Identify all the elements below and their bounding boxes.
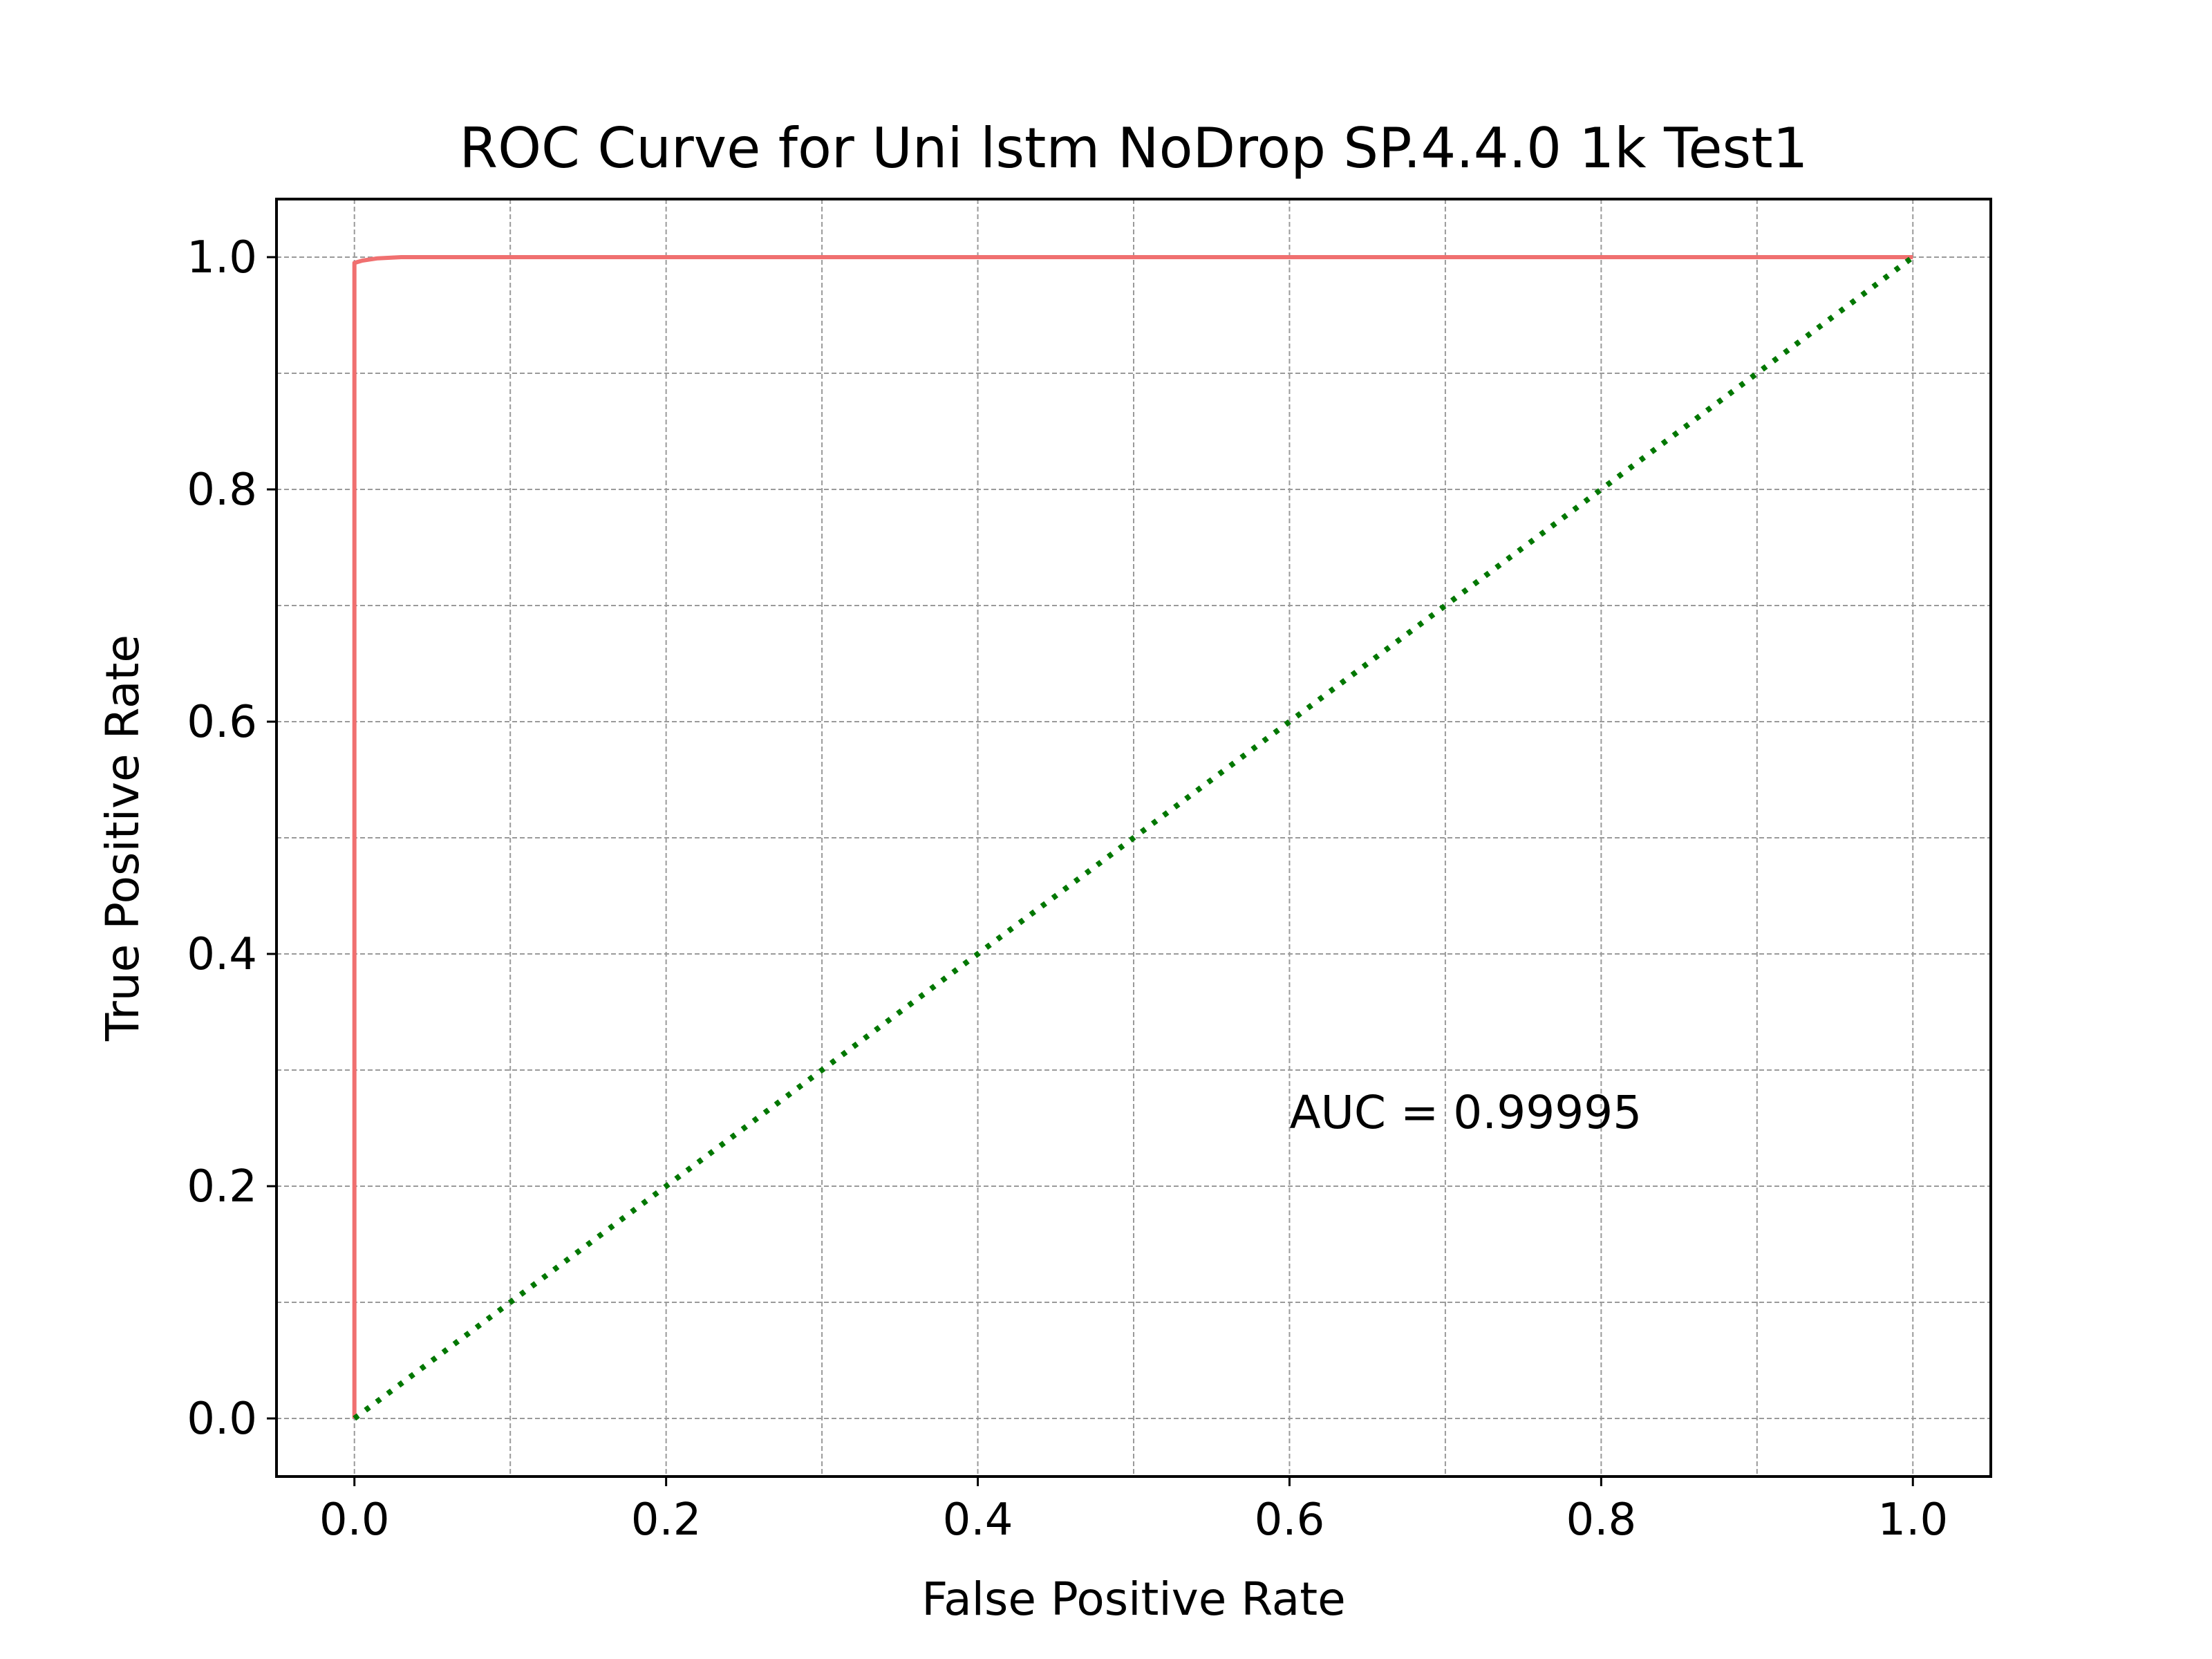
x-tick-label: 0.4 — [943, 1494, 1013, 1546]
x-tick-label: 0.0 — [319, 1494, 390, 1546]
plot-frame — [275, 198, 1992, 1478]
auc-annotation: AUC = 0.99995 — [1289, 1086, 1642, 1139]
grid — [276, 199, 1991, 1477]
y-tick-label: 0.2 — [187, 1161, 257, 1212]
series-layer — [352, 254, 1915, 1421]
y-axis-label: True Positive Rate — [96, 635, 149, 1042]
y-tick-label: 1.0 — [187, 232, 257, 283]
y-tick-label: 0.6 — [187, 697, 257, 748]
x-axis-label: False Positive Rate — [921, 1573, 1345, 1626]
chart-title: ROC Curve for Uni lstm NoDrop SP.4.4.0 1… — [459, 116, 1808, 180]
x-axis: 0.0 0.2 0.4 0.6 0.8 1.0 — [319, 1477, 1948, 1546]
x-tick-label: 1.0 — [1877, 1494, 1948, 1546]
chance-diagonal-line — [353, 254, 1915, 1421]
x-tick-label: 0.6 — [1255, 1494, 1325, 1546]
y-axis: 0.0 0.2 0.4 0.6 0.8 1.0 — [187, 232, 276, 1445]
roc-curve-line — [352, 255, 1913, 1418]
x-tick-label: 0.8 — [1566, 1494, 1636, 1546]
y-tick-label: 0.4 — [187, 929, 257, 980]
annotation-layer: AUC = 0.99995 — [1289, 1086, 1642, 1139]
y-tick-label: 0.0 — [187, 1394, 257, 1445]
x-tick-label: 0.2 — [631, 1494, 702, 1546]
y-tick-label: 0.8 — [187, 465, 257, 516]
